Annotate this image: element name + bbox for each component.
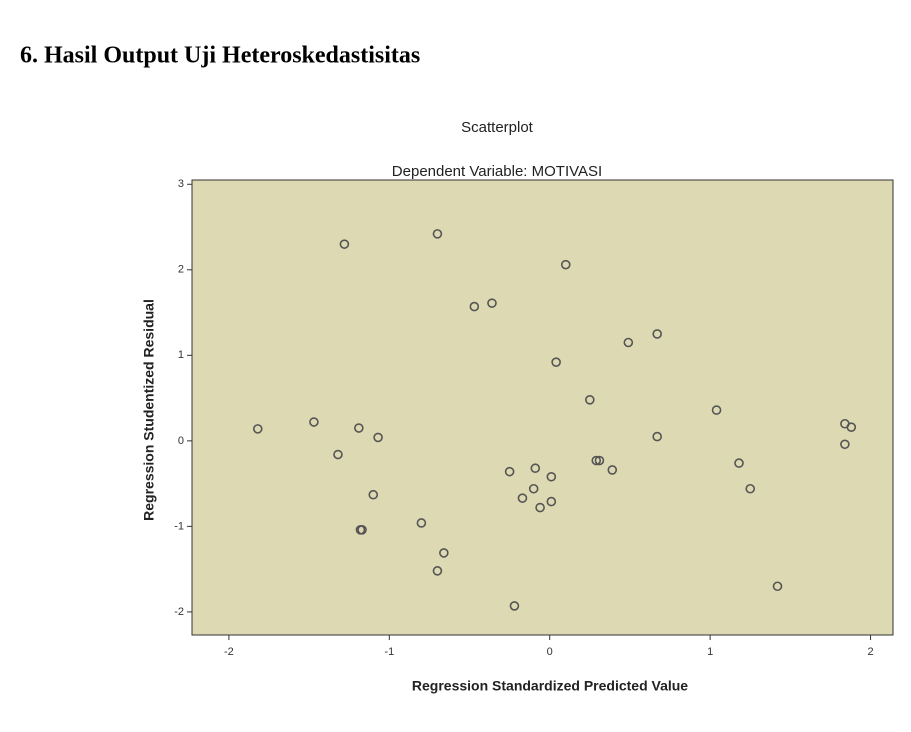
y-tick-label: 1 [178,349,184,361]
y-tick-label: -1 [174,520,184,532]
plot-area [192,180,893,635]
x-tick-label: 0 [547,646,553,658]
x-tick-label: -2 [224,646,234,658]
y-axis-label: Regression Studentized Residual [141,299,157,521]
x-axis-label: Regression Standardized Predicted Value [412,678,688,694]
y-tick-label: 2 [178,264,184,276]
heading: 6. Hasil Output Uji Heteroskedastisitas [20,43,420,69]
y-tick-label: 3 [178,178,184,190]
x-tick-label: -1 [384,646,394,658]
y-tick-label: 0 [178,435,184,447]
x-tick-label: 2 [867,646,873,658]
chart-subtitle: Dependent Variable: MOTIVASI [392,163,602,180]
page: 6. Hasil Output Uji Heteroskedastisitas … [0,0,911,732]
x-tick-label: 1 [707,646,713,658]
y-tick-label: -2 [174,606,184,618]
chart-title: Scatterplot [461,119,534,136]
